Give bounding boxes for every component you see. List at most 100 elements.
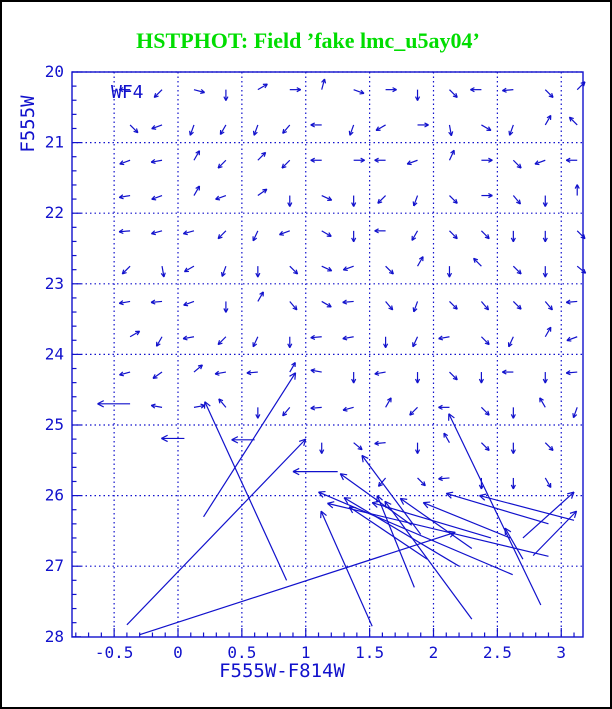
small-arrow	[481, 157, 493, 163]
small-arrow	[287, 195, 293, 207]
small-arrow	[481, 192, 493, 199]
small-arrow	[377, 477, 387, 487]
small-arrow	[310, 122, 322, 128]
x-tick-label: 0	[173, 643, 183, 662]
small-arrow	[289, 87, 302, 93]
small-arrow	[385, 265, 394, 275]
small-arrow	[449, 230, 458, 240]
small-arrow	[544, 477, 552, 488]
small-arrow	[252, 336, 259, 348]
y-tick-label: 25	[45, 415, 64, 434]
small-arrow	[385, 301, 394, 311]
small-arrow	[385, 397, 392, 408]
small-arrow	[576, 265, 587, 274]
small-arrow	[449, 195, 458, 204]
small-arrow	[183, 265, 195, 273]
long-arrows	[97, 372, 578, 636]
long-arrow	[361, 454, 422, 535]
small-arrow	[150, 403, 163, 409]
small-arrow	[412, 301, 419, 313]
small-arrow	[438, 476, 450, 482]
small-arrow	[542, 230, 548, 243]
small-arrow	[443, 432, 450, 443]
long-arrow	[97, 400, 131, 408]
small-arrow	[375, 124, 386, 132]
small-arrow	[351, 230, 357, 243]
small-arrow	[223, 89, 229, 101]
long-arrow	[422, 501, 511, 539]
x-tick-label: 1.5	[355, 643, 384, 662]
small-arrow	[544, 114, 552, 126]
small-arrow	[287, 336, 293, 349]
small-arrow	[510, 407, 516, 419]
small-arrow	[574, 184, 580, 196]
small-arrow	[342, 406, 354, 412]
small-arrow	[221, 265, 227, 277]
small-arrow	[448, 149, 455, 161]
small-arrow	[512, 301, 522, 310]
x-tick-label: -0.5	[95, 643, 134, 662]
small-arrow	[478, 372, 484, 384]
small-arrow	[310, 368, 322, 374]
small-arrow	[252, 124, 259, 136]
small-arrow	[151, 124, 163, 130]
y-tick-label: 21	[45, 133, 64, 152]
small-arrow	[348, 124, 355, 136]
small-arrow	[257, 188, 268, 197]
axis-ticks	[72, 71, 575, 638]
x-tick-label: 1	[301, 643, 311, 662]
small-arrow	[289, 301, 298, 311]
small-arrow	[342, 299, 354, 305]
small-arrow	[321, 265, 333, 272]
small-arrow	[321, 78, 327, 90]
small-arrow	[153, 89, 163, 98]
small-arrow	[150, 299, 163, 305]
long-arrow	[203, 401, 288, 581]
small-arrow	[438, 335, 450, 341]
small-arrow	[255, 266, 261, 278]
small-arrow	[121, 265, 131, 275]
small-arrow	[544, 89, 554, 98]
small-arrow	[417, 477, 426, 487]
small-arrow	[214, 370, 227, 376]
small-arrow	[160, 266, 166, 278]
small-arrow	[119, 159, 131, 166]
small-arrow	[412, 195, 419, 207]
x-axis-title: F555W-F814W	[219, 660, 345, 682]
small-arrow	[215, 194, 227, 201]
small-arrow	[576, 81, 586, 91]
small-arrow	[542, 195, 548, 207]
small-arrow	[414, 372, 421, 384]
y-tick-label: 23	[45, 274, 64, 293]
x-tick-label: 2	[429, 643, 439, 662]
small-arrow	[406, 159, 418, 166]
small-arrow	[374, 157, 386, 163]
y-axis-title: F555W	[17, 95, 39, 153]
long-arrow	[318, 490, 513, 576]
long-arrow	[231, 436, 255, 444]
small-arrow	[480, 406, 490, 416]
small-arrow	[118, 228, 131, 235]
small-arrow	[150, 158, 163, 165]
small-arrows	[118, 78, 587, 490]
small-arrow	[374, 370, 386, 376]
small-arrow	[542, 372, 548, 384]
small-arrow	[351, 195, 357, 207]
long-arrow	[203, 372, 297, 518]
small-arrow	[151, 194, 163, 201]
long-arrow	[327, 501, 549, 557]
small-arrow	[289, 362, 296, 373]
small-arrow	[507, 336, 514, 348]
small-arrow	[412, 336, 419, 348]
small-arrow	[155, 336, 163, 347]
small-arrow	[411, 230, 419, 241]
small-arrow	[544, 442, 554, 451]
y-tick-label: 28	[45, 627, 64, 646]
small-arrow	[502, 87, 514, 93]
small-arrow	[219, 124, 227, 135]
long-arrow	[126, 438, 307, 626]
small-arrow	[508, 124, 514, 136]
small-arrow	[118, 87, 131, 93]
small-arrow	[539, 397, 546, 408]
